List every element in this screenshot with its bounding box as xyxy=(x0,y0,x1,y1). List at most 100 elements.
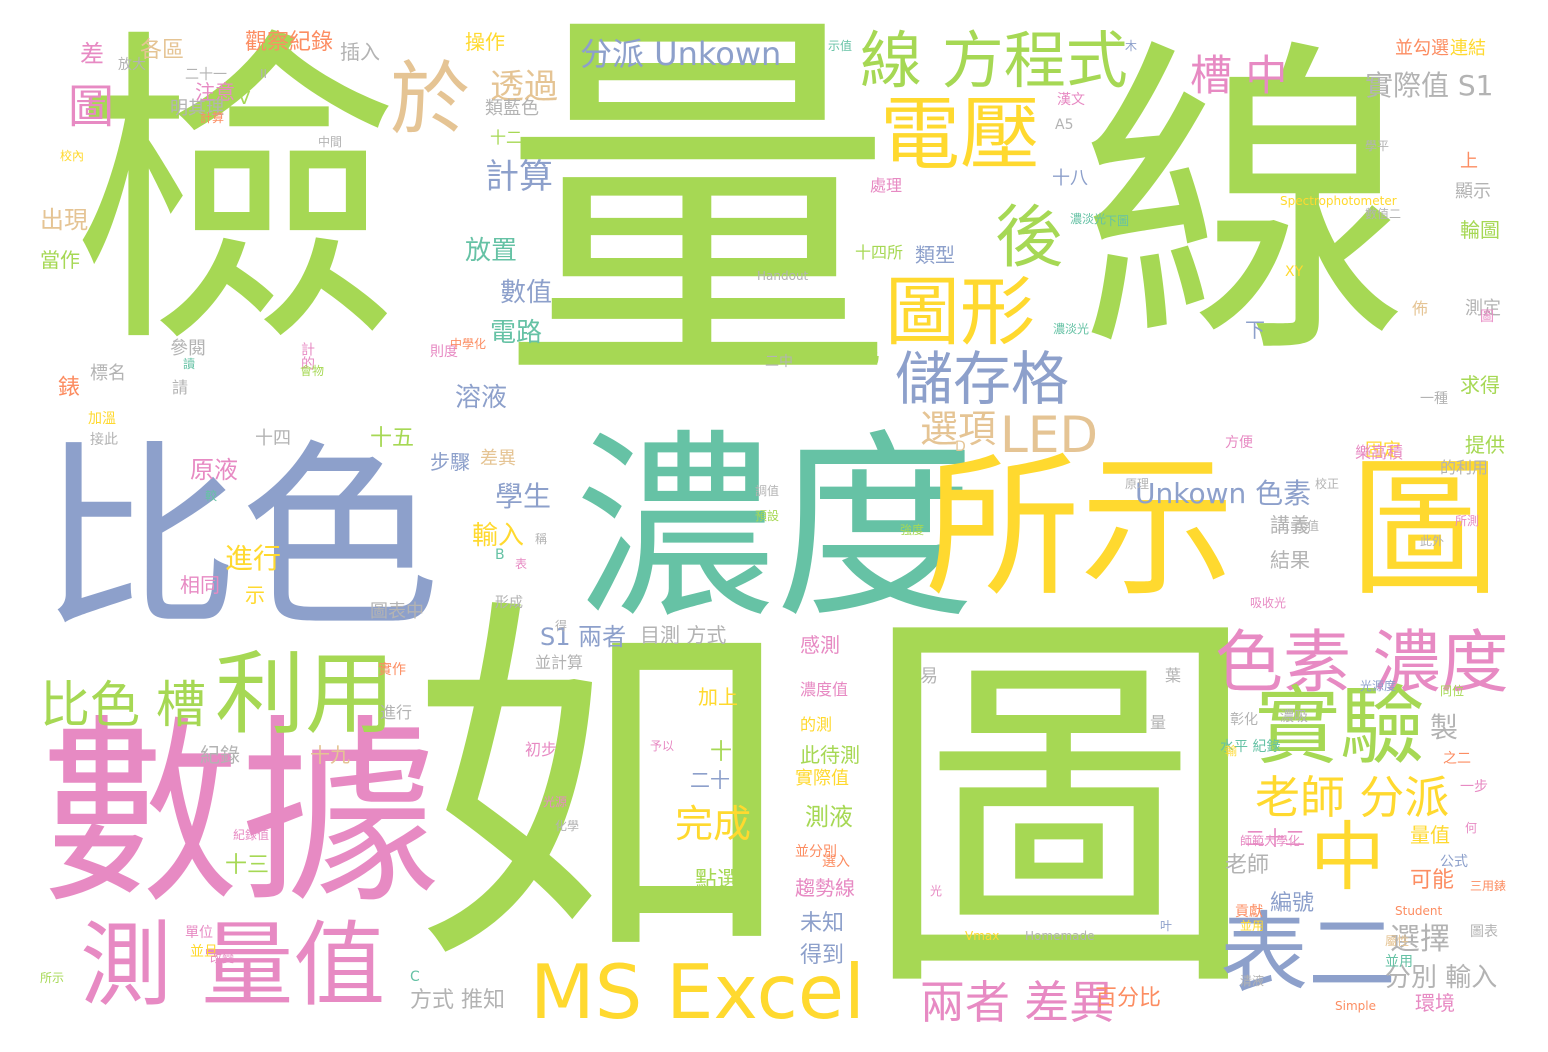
cloud-word: 計算 xyxy=(200,111,225,125)
cloud-word: 的測 xyxy=(800,715,833,734)
cloud-word: 二十二 xyxy=(1245,826,1305,850)
cloud-word: 講義 xyxy=(1270,513,1310,537)
cloud-word: C xyxy=(410,969,420,985)
cloud-word: 木 xyxy=(1125,39,1138,53)
cloud-word: 之二 xyxy=(1443,751,1471,767)
cloud-word: 十二 xyxy=(490,128,523,147)
cloud-word: 選項 xyxy=(920,407,997,451)
cloud-word: 圖 xyxy=(1350,443,1501,617)
cloud-word: 測 量值 xyxy=(80,912,386,1019)
cloud-word: 並用 xyxy=(1240,919,1265,933)
cloud-word: 形成 xyxy=(495,595,523,611)
cloud-word: 量 xyxy=(500,0,895,437)
cloud-word: 何 xyxy=(1465,821,1478,835)
cloud-word: 此待測 xyxy=(800,743,860,767)
cloud-word: 樂高積 xyxy=(1355,443,1404,462)
cloud-word: 量值 xyxy=(1410,823,1450,847)
cloud-word: 葉 xyxy=(1165,666,1182,685)
cloud-word: 老師 分派 xyxy=(1255,771,1450,824)
cloud-word: 溶液 xyxy=(455,383,508,413)
cloud-word: MS Excel xyxy=(530,948,865,1036)
cloud-word: 漢文 xyxy=(1057,92,1085,108)
cloud-word: 實際值 xyxy=(795,768,849,789)
cloud-word: 選入 xyxy=(822,854,850,870)
cloud-word: 線 方程式 xyxy=(860,24,1128,97)
cloud-word: 標名 xyxy=(90,363,126,384)
cloud-word: 放大 xyxy=(118,57,146,73)
cloud-word: 十八 xyxy=(1052,168,1088,189)
cloud-word: 製 xyxy=(1430,711,1459,744)
cloud-word: 讀 xyxy=(183,357,196,371)
cloud-word: 明其理 xyxy=(170,98,224,119)
cloud-word: 的利用 xyxy=(1440,458,1489,477)
cloud-word: 色素 濃度 xyxy=(1215,624,1509,703)
cloud-word: 中間 xyxy=(318,135,343,149)
cloud-word: 求得 xyxy=(1460,373,1500,397)
cloud-word: 學生 xyxy=(495,480,552,513)
cloud-word: 如 xyxy=(410,568,790,1011)
cloud-word: 水平 紀錄 xyxy=(1220,739,1281,755)
cloud-word: 公式 xyxy=(1440,854,1468,870)
cloud-word: 表 xyxy=(515,557,528,571)
cloud-word: 貢獻 xyxy=(1235,904,1263,920)
cloud-word: 原理 xyxy=(1125,477,1150,491)
cloud-word: 所測 xyxy=(1455,514,1480,528)
cloud-word: 量 xyxy=(1150,713,1167,732)
cloud-word: 此外 xyxy=(1420,534,1445,548)
cloud-word: 紀錄值 xyxy=(233,828,270,842)
cloud-word: 實際值 S1 xyxy=(1365,69,1494,102)
cloud-word: 示值 xyxy=(828,39,853,53)
cloud-word: 中 xyxy=(1310,813,1386,901)
cloud-word: 分別 輸入 xyxy=(1385,963,1498,993)
cloud-word: 檢 xyxy=(70,3,400,387)
cloud-word: 請 xyxy=(172,378,189,397)
cloud-word: 二十一 xyxy=(185,67,227,83)
cloud-word: 同位 xyxy=(1440,684,1465,698)
cloud-word: 並計算 xyxy=(535,653,584,672)
cloud-word: 測定 xyxy=(1465,298,1501,319)
cloud-word: 得 xyxy=(555,619,568,633)
cloud-word: 槽 中 xyxy=(1190,51,1288,100)
cloud-word: 結果 xyxy=(1270,548,1310,572)
cloud-word: 加上 xyxy=(698,685,738,709)
cloud-word: 十九 xyxy=(310,743,350,767)
cloud-word: 濃淡光 xyxy=(1053,322,1090,336)
cloud-word: D xyxy=(955,439,966,455)
cloud-word: 得到 xyxy=(800,943,845,968)
cloud-word: 目測 方式 xyxy=(640,623,727,647)
cloud-word: 師範大學化 xyxy=(1240,834,1301,848)
cloud-word: 上 xyxy=(1460,151,1478,172)
cloud-word: 示 xyxy=(245,583,265,607)
cloud-word: 編號 xyxy=(1270,891,1315,916)
cloud-word: 透過 xyxy=(490,67,558,107)
cloud-word: 百分比 xyxy=(1095,986,1162,1011)
cloud-word: 老師 xyxy=(1225,853,1270,878)
cloud-word: 並分別 xyxy=(795,844,837,860)
cloud-word: 十四 xyxy=(255,428,291,449)
cloud-word: 二十 xyxy=(690,768,730,792)
cloud-word: 強度 xyxy=(900,523,925,537)
cloud-word: 校內 xyxy=(60,149,85,163)
cloud-word: 利用 xyxy=(215,642,395,747)
cloud-word: 實驗 xyxy=(1255,678,1426,777)
cloud-word: 儲存格 xyxy=(895,345,1070,413)
cloud-word: 十五 xyxy=(370,426,415,451)
cloud-word: 環境 xyxy=(1415,991,1455,1015)
cloud-word: 十三 xyxy=(225,853,270,878)
cloud-word: 提供 xyxy=(1465,433,1505,457)
cloud-word: 差異 xyxy=(480,448,516,469)
cloud-word: 並用 xyxy=(1385,954,1413,970)
cloud-word: 二中 xyxy=(765,354,793,370)
cloud-word: 完成 xyxy=(675,802,752,846)
cloud-word: S1 兩者 xyxy=(540,623,627,651)
cloud-word: 並勾選 xyxy=(1395,38,1449,59)
cloud-word: Vmax xyxy=(965,929,1000,943)
cloud-word: 所示 xyxy=(925,437,1235,618)
cloud-word: 插入 xyxy=(340,40,380,64)
cloud-word: 一步 xyxy=(1460,779,1488,795)
cloud-word: 接此 xyxy=(90,432,118,448)
cloud-word: 固定 xyxy=(1365,440,1401,461)
cloud-word: 未知 xyxy=(800,911,845,936)
cloud-word: 光源 xyxy=(543,795,568,809)
cloud-word: 選擇 xyxy=(1390,922,1450,957)
